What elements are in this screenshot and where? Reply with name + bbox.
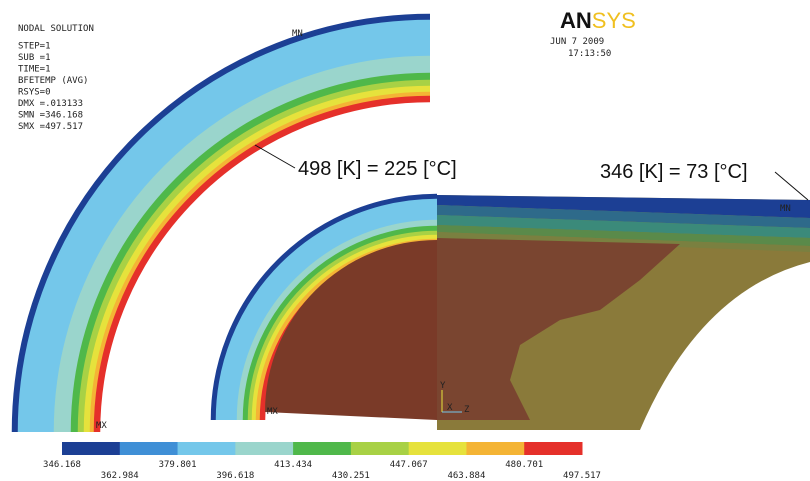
ring-band [83, 85, 431, 433]
ring-band [210, 193, 438, 421]
legend-swatch [293, 442, 352, 455]
ring-band [89, 91, 431, 433]
time: 17:13:50 [568, 49, 611, 59]
ring-band [70, 72, 431, 433]
triad: Y X Z [440, 381, 470, 415]
legend-value: 362.984 [101, 471, 139, 481]
ring-band [11, 13, 431, 433]
legend-swatch [466, 442, 525, 455]
info-line: NODAL SOLUTION [18, 24, 94, 34]
axis-label: X [447, 403, 453, 413]
info-line: SMX =497.517 [18, 122, 83, 132]
marker: MX [267, 407, 278, 417]
legend-swatch [350, 442, 410, 455]
legend-value: 447.067 [390, 460, 428, 470]
ring-band [62, 64, 431, 433]
left-ring [11, 13, 431, 433]
ring-band [236, 219, 438, 421]
info-line: STEP=1 [18, 42, 51, 52]
annotation: 346 [K] = 73 [°C] [600, 161, 748, 183]
legend-swatch [177, 442, 236, 455]
legend: 346.168 362.984 379.801 396.618 413.434 430.2… [43, 442, 601, 481]
hot-region [437, 238, 680, 420]
date: JUN 7 2009 [550, 37, 604, 47]
band [437, 225, 810, 246]
legend-swatch [524, 442, 583, 455]
cutout [640, 262, 810, 430]
legend-value: 497.517 [563, 471, 601, 481]
ring-band [93, 95, 431, 433]
annotation: 498 [K] = 225 [°C] [298, 158, 457, 180]
legend-value: 396.618 [216, 471, 254, 481]
legend-swatch [235, 442, 294, 455]
logo-light: SYS [592, 8, 636, 33]
right-part [210, 193, 810, 430]
legend-swatch [119, 442, 179, 455]
marker: MX [96, 421, 107, 431]
legend-swatch [408, 442, 467, 455]
ring-band [251, 234, 438, 421]
band-mn [437, 195, 810, 218]
legend-value: 379.801 [159, 460, 197, 470]
ring-band [247, 230, 438, 421]
logo-bold: AN [560, 8, 592, 33]
axis-label: Z [464, 405, 470, 415]
leader [254, 144, 296, 169]
ring-band [215, 198, 438, 421]
marker: MN [292, 29, 303, 39]
marker: MN [780, 204, 791, 214]
legend-swatch [62, 442, 121, 455]
hot-core [265, 240, 437, 420]
legend-value: 430.251 [332, 471, 370, 481]
legend-value: 413.434 [274, 460, 312, 470]
legend-value: 480.701 [505, 460, 543, 470]
info-line: TIME=1 [18, 65, 51, 75]
band [437, 215, 810, 238]
axis-label: Y [440, 381, 446, 391]
legend-value: 346.168 [43, 460, 81, 470]
logo: ANSYS [560, 8, 636, 33]
info-line: BFETEMP (AVG) [18, 76, 88, 86]
ring-band [77, 79, 431, 433]
info-line: DMX =.013133 [18, 99, 83, 109]
leader [774, 171, 809, 201]
ring-band [53, 55, 431, 433]
legend-value: 463.884 [447, 471, 485, 481]
ring-band [17, 19, 431, 433]
info-line: RSYS=0 [18, 88, 51, 98]
band [437, 232, 810, 252]
info-line: SUB =1 [18, 53, 51, 63]
ring-band [242, 225, 438, 421]
info-line: SMN =346.168 [18, 111, 83, 121]
band [437, 205, 810, 228]
